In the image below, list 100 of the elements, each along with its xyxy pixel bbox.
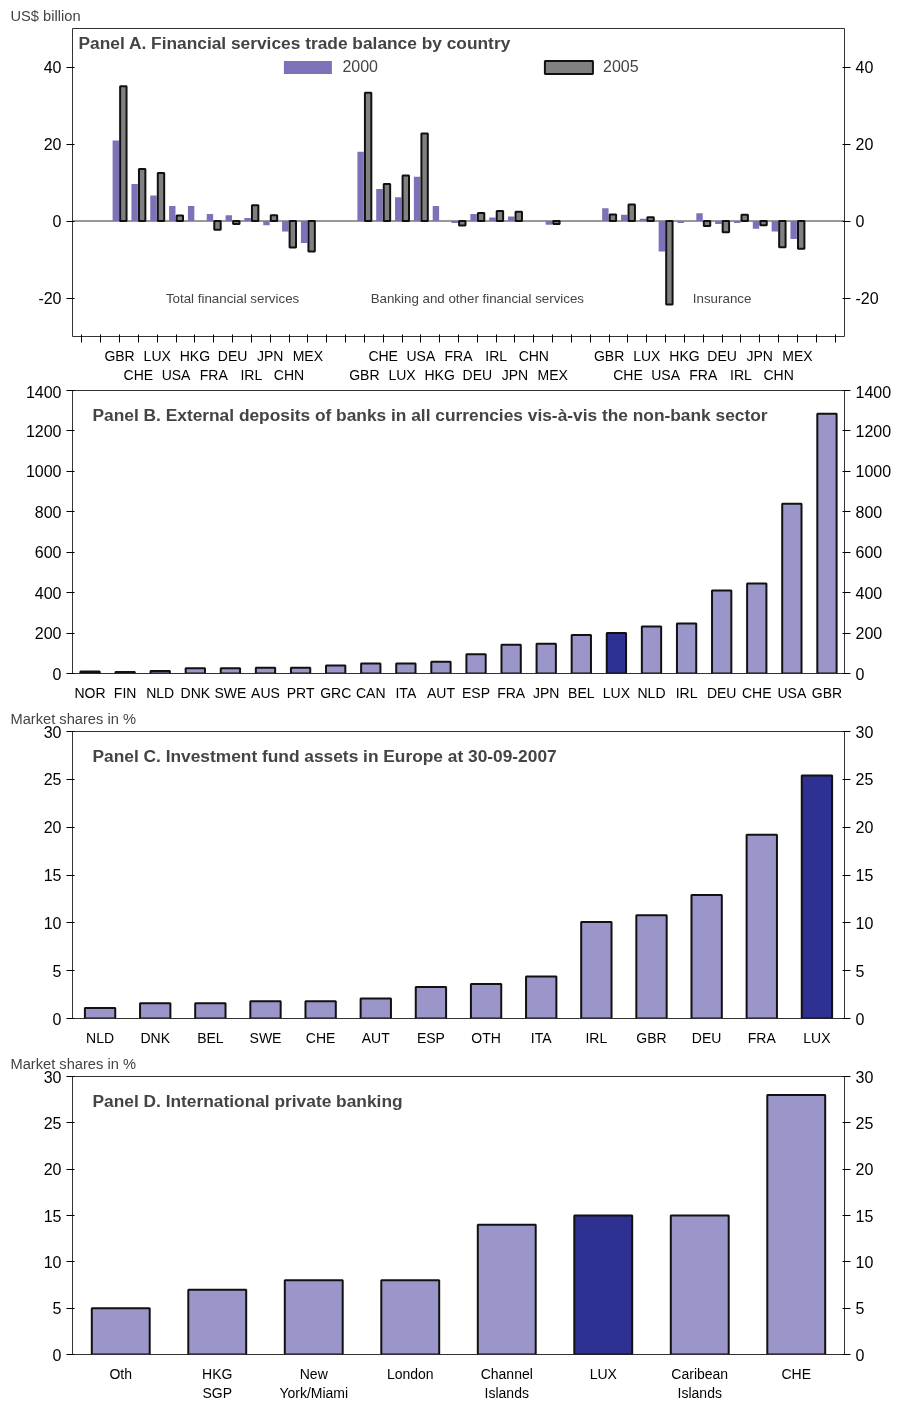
x-tick-label: CHE: [305, 1029, 336, 1046]
x-tick-label: AUS: [251, 684, 280, 701]
x-tick-label: CHE: [368, 347, 398, 364]
bar: [640, 625, 663, 674]
x-tick-label: OTH: [471, 1029, 501, 1046]
x-tick-label: LUX: [589, 1365, 618, 1382]
x-tick-label: JPN: [533, 684, 560, 701]
x-tick-label: USA: [651, 366, 681, 383]
bar: [376, 189, 383, 221]
y-tick-label: 5: [52, 1300, 62, 1318]
x-tick-label: GBR: [636, 1029, 667, 1046]
bar: [646, 216, 655, 222]
bar: [156, 171, 166, 222]
bar: [715, 221, 722, 225]
bar: [525, 975, 558, 1019]
y2-tick-label: 1000: [855, 463, 892, 481]
x-tick-label: DEU: [707, 347, 737, 364]
bar: [800, 774, 834, 1019]
x-tick-label: ESP: [462, 684, 491, 701]
x-tick-label: FRA: [444, 347, 474, 364]
bar: [771, 221, 779, 232]
bar: [219, 667, 242, 674]
bar: [360, 662, 382, 674]
x-tick-label: SWE: [249, 1029, 282, 1046]
bar: [83, 1006, 117, 1019]
y2-tick-label: 20: [855, 1161, 874, 1179]
x-tick-label: HKG: [179, 347, 211, 364]
bar: [395, 662, 417, 674]
x-tick-label: JPN: [746, 347, 773, 364]
bar: [206, 214, 214, 221]
bar: [137, 168, 147, 222]
bar: [380, 1279, 441, 1355]
x-tick-label: IRL: [675, 684, 698, 701]
x-tick-label: NLD: [86, 1029, 115, 1046]
y2-tick-label: 1200: [855, 422, 892, 440]
bar: [304, 1000, 337, 1019]
y-tick-label: 20: [43, 1161, 62, 1179]
y-tick-label: 0: [52, 213, 62, 230]
x-tick-label: CHE: [741, 684, 772, 701]
x-tick-label: DEU: [706, 684, 737, 701]
y2-tick-label: 5: [855, 962, 865, 980]
x-tick-label: USA: [161, 366, 192, 383]
x-tick-label: LUX: [388, 366, 417, 383]
bar: [465, 653, 487, 674]
bar: [778, 220, 787, 249]
bar: [552, 220, 561, 226]
y2-tick-label: 30: [855, 723, 874, 741]
y-tick-label: 1000: [25, 463, 62, 481]
bar: [194, 1002, 227, 1019]
x-tick-label: DNK: [180, 684, 211, 701]
x-tick-label: HKG: [424, 366, 455, 383]
x-tick-label: PRT: [286, 684, 315, 701]
y2-tick-label: 20: [855, 819, 874, 837]
bar: [721, 220, 731, 234]
y2-tick-label: 200: [855, 625, 883, 643]
y-tick-label: 1400: [25, 383, 62, 401]
bar: [430, 660, 452, 674]
x-tick-label: CHE: [123, 366, 154, 383]
bar: [254, 666, 277, 674]
bar: [470, 214, 477, 221]
x-tick-label: DEU: [217, 347, 248, 364]
bar: [359, 997, 392, 1019]
x-tick-label: ITA: [395, 684, 417, 701]
y-tick-label: 600: [34, 544, 62, 562]
x-tick-label: LUX: [602, 684, 631, 701]
bar: [711, 589, 733, 674]
bar: [781, 502, 803, 674]
x-tick-label: GBR: [811, 684, 843, 701]
bar: [752, 221, 760, 229]
bar: [489, 217, 496, 221]
bar: [169, 205, 176, 221]
bar: [119, 85, 128, 222]
bar: [476, 211, 486, 222]
y2-tick-label: 600: [855, 544, 883, 562]
bar: [187, 205, 195, 221]
bar: [740, 213, 749, 222]
bar: [249, 1000, 282, 1019]
x-tick-label: LUX: [143, 347, 172, 364]
bar: [150, 195, 157, 221]
legend-label: 2000: [342, 58, 378, 76]
bar: [469, 983, 503, 1019]
bar: [225, 215, 232, 221]
bar: [759, 220, 768, 227]
text: Panel B. External deposits of banks in all currencies vis-à-vis the non-bank sector: [92, 404, 768, 425]
x-tick-label: GBR: [349, 366, 380, 383]
y2-tick-label: 25: [855, 1114, 874, 1132]
y-tick-label: 20: [43, 819, 62, 837]
bar: [602, 208, 609, 221]
bar: [307, 220, 316, 253]
y2-tick-label: 25: [855, 771, 874, 789]
y2-tick-label: 0: [855, 213, 865, 230]
y2-tick-label: 0: [855, 665, 865, 683]
bar: [269, 214, 279, 222]
bar: [573, 1214, 634, 1355]
x-tick-label: CHE: [781, 1365, 812, 1382]
annotation: Banking and other financial services: [370, 290, 585, 306]
x-tick-label: GBR: [593, 347, 625, 364]
y-tick-label: 10: [43, 914, 62, 932]
bar: [690, 894, 723, 1019]
bar: [675, 622, 698, 674]
